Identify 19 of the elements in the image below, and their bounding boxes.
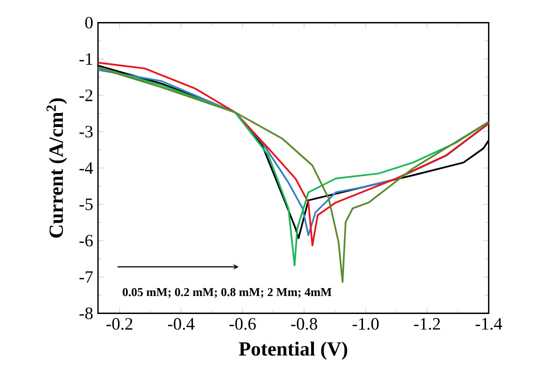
x-tick-label: -1.0 — [352, 318, 379, 330]
annotation: 0.05 mM; 0.2 mM; 0.8 mM; 2 Mm; 4mM — [122, 288, 332, 298]
y-tick-label: -1 — [79, 53, 92, 65]
y-tick-label: -2 — [79, 90, 92, 102]
x-tick-label: -1.4 — [476, 318, 502, 330]
y-tick-label: -8 — [79, 307, 93, 320]
x-tick-label: -0.8 — [291, 318, 318, 330]
y-tick-label: -3 — [79, 126, 93, 138]
y-tick-label: -6 — [79, 234, 93, 246]
y-tick-label: 0 — [85, 16, 93, 29]
x-tick-label: -0.2 — [106, 318, 132, 330]
x-tick-label: -1.2 — [414, 318, 440, 330]
y-axis-title: Current (A/cm$^{2}$) — [46, 98, 68, 238]
x-tick-label: -0.6 — [230, 318, 256, 330]
y-tick-label: -7 — [79, 271, 93, 283]
y-tick-label: -4 — [79, 162, 94, 174]
y-tick-label: -5 — [79, 198, 93, 210]
x-tick-label: -0.4 — [168, 318, 195, 330]
x-axis-title: Potential (V) — [238, 342, 348, 360]
